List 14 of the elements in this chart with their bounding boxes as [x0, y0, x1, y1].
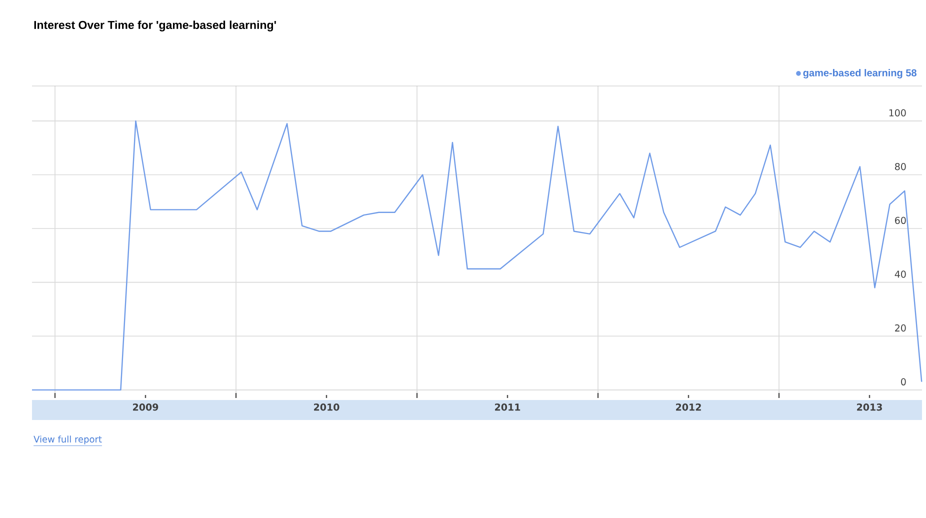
x-tick-label: 2012 [676, 404, 701, 411]
x-tick-label: 2011 [495, 404, 520, 411]
y-tick-label: 20 [895, 324, 906, 332]
chart-title: Interest Over Time for 'game-based learning' [34, 20, 276, 32]
y-tick-label: 100 [889, 109, 906, 116]
y-tick-label: 0 [901, 378, 906, 386]
x-tick-label: 2013 [857, 404, 882, 411]
legend-label: game-based learning 58 [803, 69, 916, 78]
y-tick-label: 80 [895, 163, 906, 170]
x-tick-label: 2010 [314, 404, 340, 411]
y-tick-label: 40 [894, 270, 906, 278]
y-tick-label: 60 [895, 216, 906, 224]
text: View full report [34, 436, 102, 444]
x-tick-label: 2009 [133, 404, 158, 411]
